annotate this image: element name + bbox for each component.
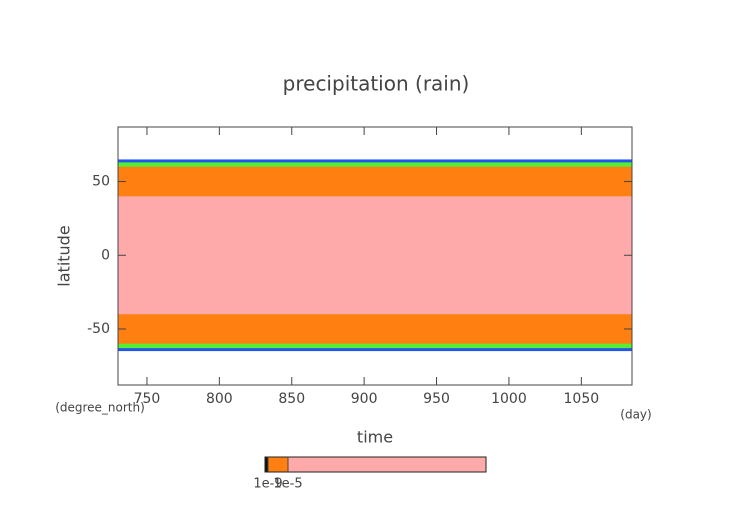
x-unit: (day): [620, 408, 651, 422]
y-unit: (degree_north): [55, 401, 145, 415]
colorbar-segment: [265, 457, 268, 472]
plot-frame: [117, 126, 633, 386]
x-tick-label: 900: [351, 391, 378, 407]
x-tick-label: 950: [423, 391, 450, 407]
colorbar-frame: [264, 456, 487, 473]
colorbar-tick-label: 1e-9: [253, 477, 282, 492]
y-tick-label: -50: [87, 321, 110, 337]
y-tick-label: 50: [92, 174, 110, 190]
colorbar-tick-label: 1e-5: [273, 477, 302, 492]
x-tick-label: 800: [206, 391, 233, 407]
chart-title: precipitation (rain): [283, 72, 470, 96]
y-tick-label: 0: [101, 247, 110, 263]
colorbar-segment: [268, 457, 288, 472]
x-tick-label: 850: [278, 391, 305, 407]
y-axis-label: latitude: [55, 225, 74, 286]
band: [118, 196, 632, 315]
x-tick-label: 750: [134, 391, 161, 407]
colorbar-segment: [288, 457, 486, 472]
x-tick-label: 1050: [564, 391, 600, 407]
x-axis-label: time: [357, 428, 393, 447]
x-tick-label: 1000: [491, 391, 527, 407]
